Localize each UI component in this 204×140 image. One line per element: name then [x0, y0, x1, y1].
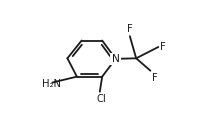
Text: Cl: Cl — [96, 94, 106, 104]
Text: F: F — [127, 24, 133, 34]
Text: H₂N: H₂N — [42, 79, 61, 89]
Text: N: N — [112, 54, 120, 64]
Text: F: F — [160, 42, 166, 52]
Text: F: F — [152, 73, 158, 83]
